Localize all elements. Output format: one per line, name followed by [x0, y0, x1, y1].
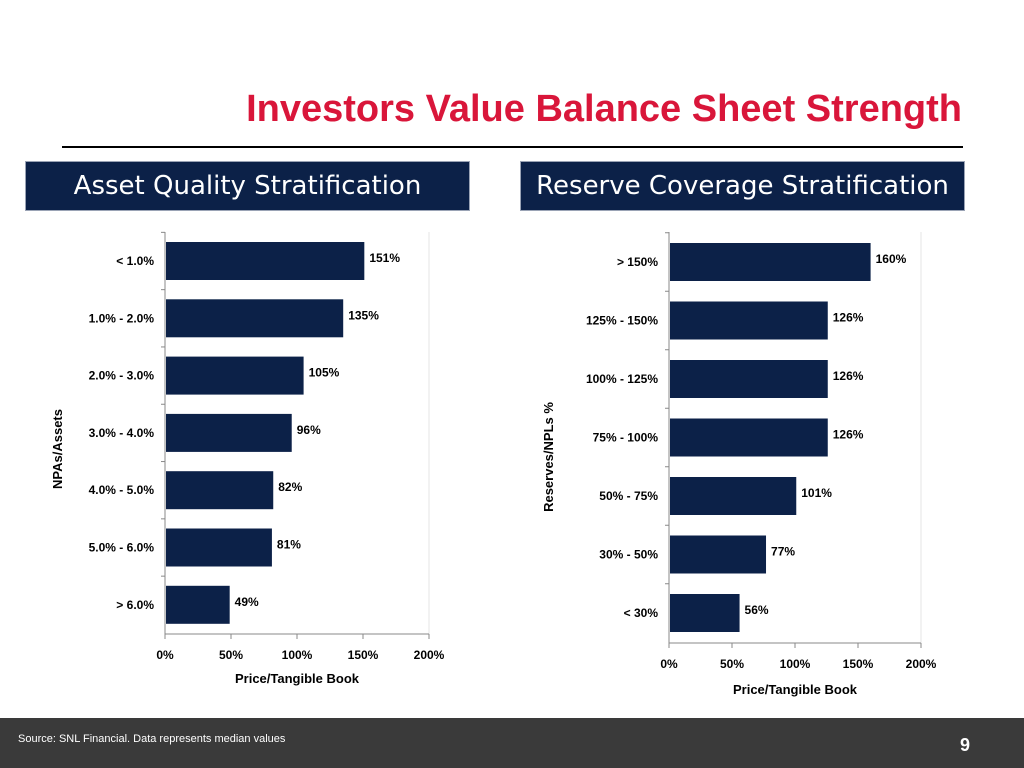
aq-category-label: > 6.0% — [116, 598, 154, 612]
rc-x-axis-title: Price/Tangible Book — [733, 682, 858, 697]
aq-category-label: 1.0% - 2.0% — [89, 311, 155, 325]
rc-x-tick-label: 0% — [660, 657, 678, 671]
aq-bar — [166, 356, 304, 395]
rc-bar — [670, 243, 871, 281]
aq-value-label: 151% — [369, 251, 400, 265]
aq-x-tick-label: 100% — [282, 648, 313, 662]
aq-bar — [166, 299, 344, 338]
aq-value-label: 82% — [278, 480, 302, 494]
rc-category-label: 100% - 125% — [586, 372, 658, 386]
aq-x-axis-title: Price/Tangible Book — [235, 671, 360, 686]
aq-bar — [166, 528, 272, 567]
rc-y-axis-title: Reserves/NPLs % — [541, 402, 556, 512]
asset-quality-header: Asset Quality Stratification — [25, 161, 470, 211]
rc-x-tick-label: 200% — [906, 657, 937, 671]
rc-category-label: 50% - 75% — [599, 489, 658, 503]
aq-x-tick-label: 150% — [348, 648, 379, 662]
aq-bar — [166, 413, 292, 452]
rc-value-label: 77% — [771, 545, 795, 559]
aq-category-label: 4.0% - 5.0% — [89, 483, 155, 497]
aq-y-axis-title: NPAs/Assets — [50, 409, 65, 489]
rc-value-label: 101% — [801, 486, 832, 500]
aq-value-label: 96% — [297, 423, 321, 437]
source-note: Source: SNL Financial. Data represents m… — [18, 733, 286, 745]
aq-x-tick-label: 0% — [156, 648, 174, 662]
aq-value-label: 49% — [235, 595, 259, 609]
rc-category-label: 125% - 150% — [586, 314, 658, 328]
slide-title: Investors Value Balance Sheet Strength — [246, 88, 962, 130]
aq-bar — [166, 471, 274, 510]
title-divider — [62, 146, 963, 148]
rc-bar — [670, 535, 767, 574]
aq-x-tick-label: 50% — [219, 648, 243, 662]
aq-category-label: 5.0% - 6.0% — [89, 541, 155, 555]
aq-bar — [166, 242, 365, 280]
rc-category-label: 30% - 50% — [599, 548, 658, 562]
rc-bar — [670, 418, 828, 457]
rc-category-label: 75% - 100% — [593, 431, 659, 445]
aq-category-label: 2.0% - 3.0% — [89, 369, 155, 383]
rc-bar — [670, 360, 828, 398]
aq-bar — [166, 585, 230, 624]
rc-value-label: 126% — [833, 428, 864, 442]
aq-value-label: 81% — [277, 538, 301, 552]
aq-x-tick-label: 200% — [414, 648, 445, 662]
footer-bar: Source: SNL Financial. Data represents m… — [0, 718, 1024, 768]
aq-value-label: 105% — [309, 366, 340, 380]
rc-value-label: 126% — [833, 311, 864, 325]
rc-x-tick-label: 100% — [780, 657, 811, 671]
rc-value-label: 160% — [876, 252, 907, 266]
rc-category-label: < 30% — [624, 606, 659, 620]
page-number: 9 — [959, 735, 970, 755]
rc-bar — [670, 594, 740, 632]
aq-value-label: 135% — [348, 308, 379, 322]
rc-value-label: 126% — [833, 369, 864, 383]
rc-x-tick-label: 150% — [843, 657, 874, 671]
aq-category-label: 3.0% - 4.0% — [89, 426, 155, 440]
rc-value-label: 56% — [745, 603, 769, 617]
aq-category-label: < 1.0% — [116, 254, 154, 268]
reserve-coverage-header: Reserve Coverage Stratification — [520, 161, 965, 211]
rc-bar — [670, 301, 828, 340]
rc-bar — [670, 477, 797, 515]
rc-x-tick-label: 50% — [720, 657, 744, 671]
rc-category-label: > 150% — [617, 255, 658, 269]
